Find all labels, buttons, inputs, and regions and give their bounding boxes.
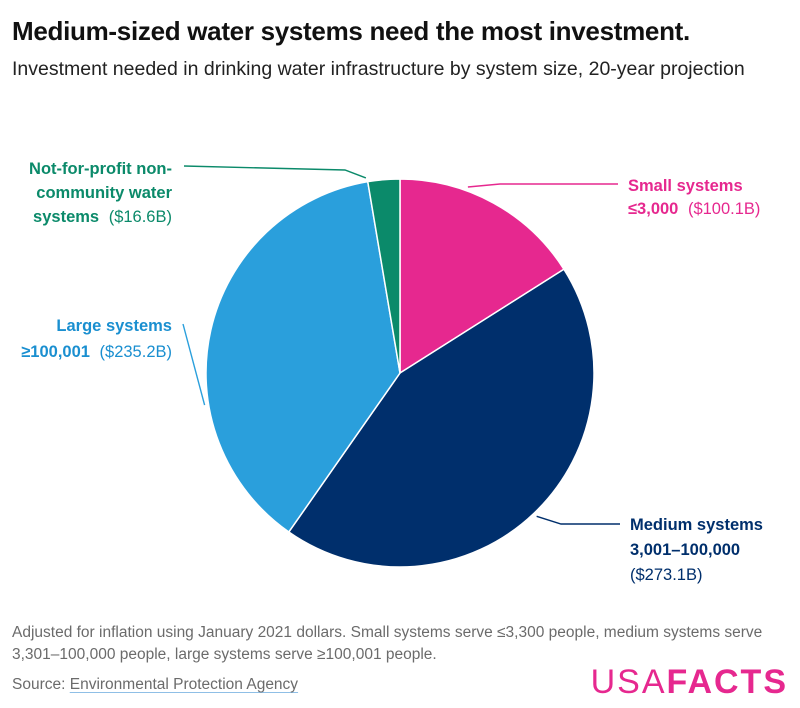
slice-nfp-systems [367,178,401,374]
chart-subtitle: Investment needed in drinking water infr… [12,58,745,80]
label-nfp-line2: community water [36,184,172,202]
leader-large-systems [182,323,206,406]
footnote: Adjusted for inflation using January 202… [12,624,763,663]
source-line: Source: Environmental Protection Agency [12,676,298,694]
label-nfp-line3: systems ($16.6B) [33,208,172,226]
slice-medium-systems [288,268,595,568]
label-small-systems: Small systems ≤3,000 ($100.1B) [628,177,760,218]
slice-small-systems [399,178,565,374]
source-link[interactable]: Environmental Protection Agency [69,676,299,693]
label-small-range: ≤3,000 [628,200,678,218]
label-small-value: ($100.1B) [688,200,760,218]
source-prefix: Source: [12,676,70,693]
label-medium-value: ($273.1B) [630,566,702,584]
pie-chart: Small systems ≤3,000 ($100.1B) Medium sy… [21,160,768,584]
slice-large-systems [205,180,401,533]
label-large-systems: Large systems [56,317,172,335]
logo-usa-text: USA [590,663,667,701]
label-medium-name: Medium systems [630,516,763,534]
label-medium-systems: Medium systems 3,001–100,000 ($273.1B) [630,516,768,584]
label-large-name: Large systems [56,317,172,335]
pie-slices [205,178,595,568]
label-large-range: ≥100,001 [21,343,90,361]
label-nfp-value: ($16.6B) [109,208,172,226]
logo-facts-text: FACTS [666,663,788,701]
label-small-name: Small systems [628,177,743,195]
leader-nfp-systems [183,165,367,179]
chart-title: Medium-sized water systems need the most… [12,16,690,46]
leader-medium-systems [536,515,620,525]
leader-small-systems [467,183,618,188]
label-nfp-line1: Not-for-profit non- [29,160,172,178]
label-nfp-name: systems [33,208,99,226]
leader-lines [182,165,620,525]
label-large-value: ($235.2B) [100,343,172,361]
usafacts-logo: USAFACTS [591,664,788,700]
label-medium-range: 3,001–100,000 [630,541,740,559]
label-large-systems-line2: ≥100,001 ($235.2B) [21,343,172,361]
